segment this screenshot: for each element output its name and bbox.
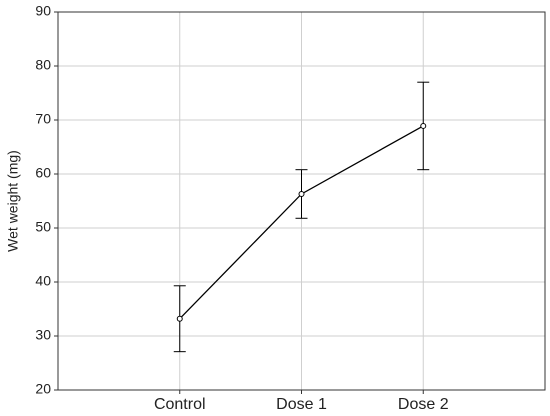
y-tick-label: 30: [35, 327, 51, 343]
data-point: [176, 315, 183, 322]
x-tick-label: Control: [154, 396, 206, 413]
y-tick-label: 20: [35, 381, 51, 397]
y-axis-label: Wet weight (mg): [5, 150, 21, 252]
y-tick-label: 90: [35, 3, 51, 19]
y-tick-label: 50: [35, 219, 51, 235]
y-tick-label: 80: [35, 57, 51, 73]
y-tick-label: 70: [35, 111, 51, 127]
plot-frame: [57, 11, 546, 391]
x-tick-label: Dose 1: [276, 396, 327, 413]
y-tick-label: 60: [35, 165, 51, 181]
x-tick-label: Dose 2: [398, 396, 449, 413]
data-point: [298, 190, 305, 197]
data-point: [420, 122, 427, 129]
y-tick-label: 40: [35, 273, 51, 289]
